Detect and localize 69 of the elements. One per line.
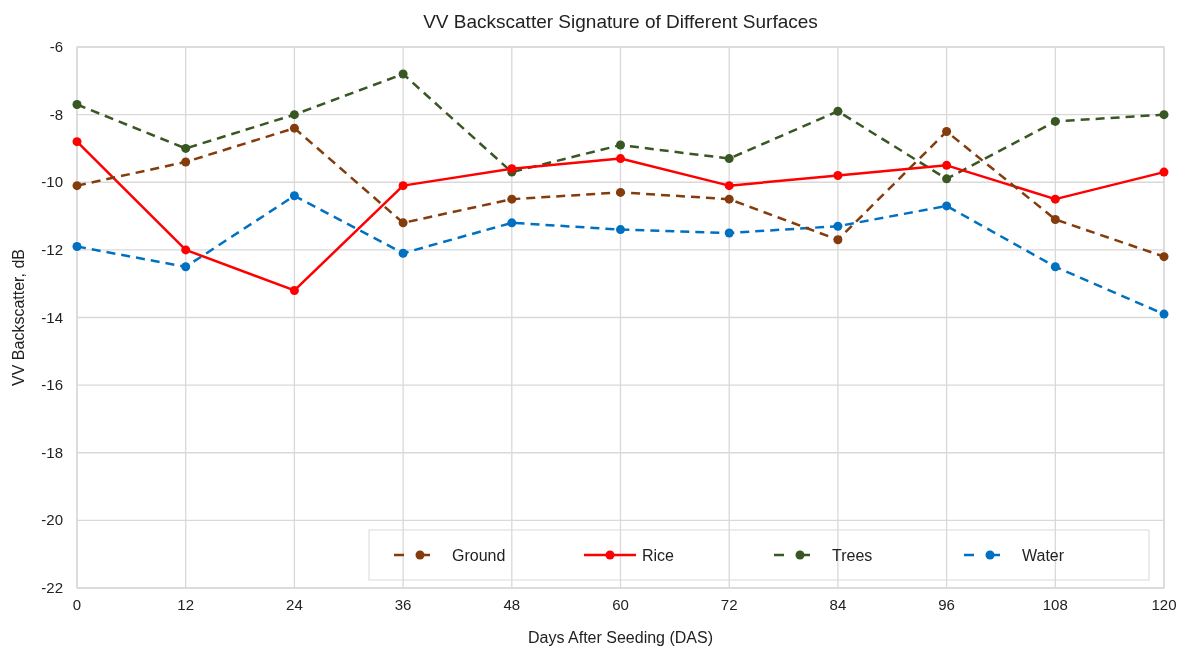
x-tick-label: 96 (938, 596, 955, 613)
point (289, 285, 299, 295)
point (833, 106, 843, 116)
x-tick-label: 24 (286, 596, 303, 613)
y-tick-label: -20 (41, 511, 63, 529)
y-tick-label: -22 (41, 579, 63, 596)
point (942, 174, 952, 184)
point (616, 187, 625, 197)
x-tick-label: 36 (394, 596, 412, 613)
x-tick-label: 120 (1151, 596, 1177, 613)
point (1050, 214, 1060, 224)
point (724, 181, 734, 191)
point (1159, 309, 1169, 319)
point (1050, 116, 1060, 126)
legend-label: Trees (832, 547, 873, 564)
point (1050, 194, 1060, 204)
point (833, 221, 843, 231)
point (181, 157, 191, 167)
y-tick-label: -16 (41, 376, 63, 394)
point (616, 225, 625, 235)
point (724, 154, 734, 164)
legend-label: Rice (642, 547, 675, 564)
y-tick-label: -14 (41, 308, 63, 326)
point (616, 140, 625, 150)
point (398, 181, 408, 191)
point (289, 110, 299, 120)
x-tick-label: 108 (1042, 596, 1068, 613)
point (1159, 167, 1169, 177)
point (833, 170, 843, 180)
y-tick-label: -10 (41, 173, 63, 191)
point (181, 245, 191, 255)
x-tick-label: 84 (829, 596, 847, 613)
point (833, 235, 843, 245)
point (507, 218, 517, 228)
x-tick-label: 12 (177, 596, 195, 613)
point (181, 143, 191, 153)
point (398, 69, 408, 79)
point (72, 137, 82, 147)
chart-title: VV Backscatter Signature of Different Surfaces (423, 11, 818, 32)
x-tick-label: 60 (612, 596, 629, 613)
point (181, 262, 191, 272)
point (1159, 110, 1169, 120)
y-tick-label: -6 (49, 38, 63, 55)
point (1050, 262, 1060, 272)
x-axis-title: Days After Seeding (DAS) (528, 629, 713, 646)
y-tick-label: -8 (49, 105, 63, 123)
point (72, 241, 82, 251)
point (289, 123, 299, 133)
point (616, 154, 625, 164)
x-tick-label: 0 (72, 596, 82, 613)
x-tick-label: 48 (503, 596, 521, 613)
point (507, 194, 517, 204)
point (72, 181, 82, 191)
point (398, 218, 408, 228)
point (724, 194, 734, 204)
point (1159, 252, 1169, 262)
legend-label: Ground (452, 547, 506, 564)
point (942, 160, 952, 170)
y-tick-label: -18 (41, 443, 63, 461)
y-tick-label: -12 (41, 240, 63, 258)
point (289, 191, 299, 201)
point (724, 228, 734, 238)
point (72, 99, 82, 109)
point (942, 201, 952, 211)
point (942, 127, 952, 137)
y-axis-title: VV Backscatter, dB (10, 249, 27, 386)
point (398, 248, 408, 258)
legend-label: Water (1022, 547, 1065, 564)
x-tick-label: 72 (720, 596, 738, 613)
